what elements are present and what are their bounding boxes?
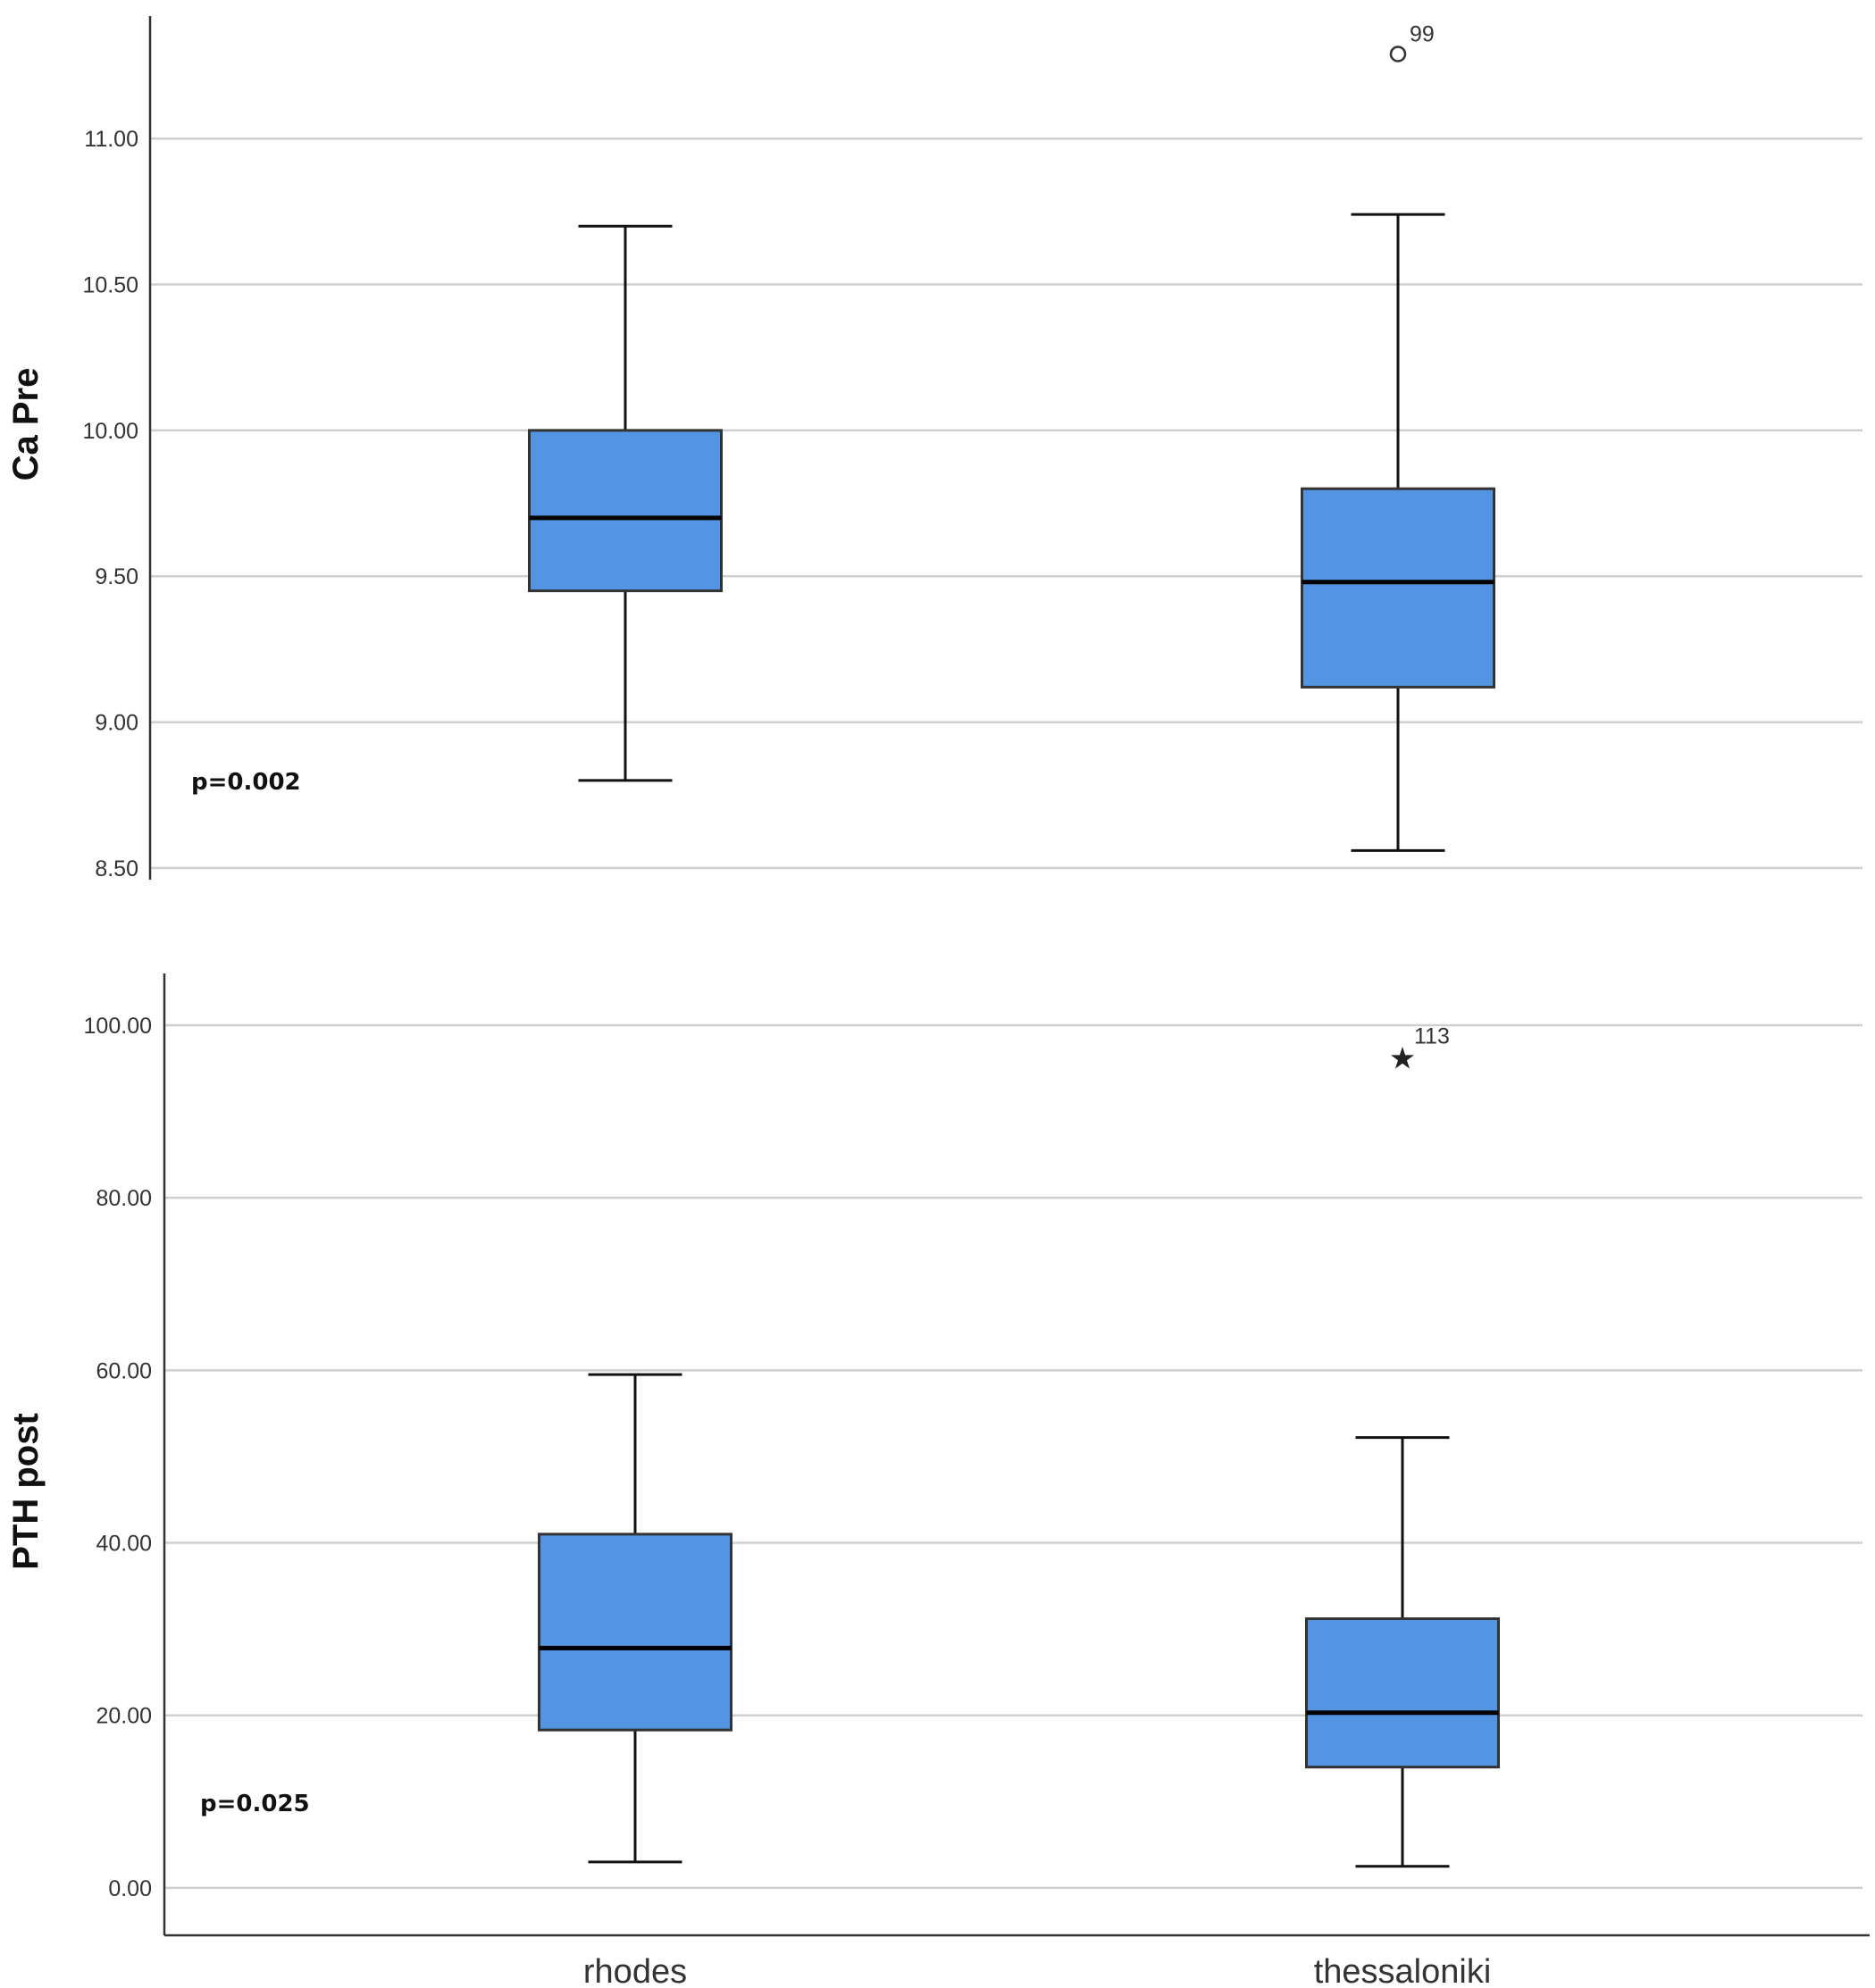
y-tick-label: 11.00 xyxy=(84,127,138,152)
iqr-box xyxy=(1301,487,1495,689)
y-tick-label: 8.50 xyxy=(95,856,138,881)
y-tick-label: 80.00 xyxy=(96,1186,152,1211)
y-tick-label: 10.00 xyxy=(82,419,138,444)
x-tick-label: rhodes xyxy=(583,1953,687,1988)
y-tick-label: 60.00 xyxy=(96,1358,152,1383)
outlier-circle-marker xyxy=(1389,46,1407,63)
y-tick-label: 9.00 xyxy=(95,711,138,736)
y-tick-label: 9.50 xyxy=(95,564,138,589)
p-value-annotation: p=0.025 xyxy=(200,1791,310,1817)
y-tick-label: 10.50 xyxy=(82,273,138,298)
outlier-label: 113 xyxy=(1414,1024,1450,1049)
y-axis-label: PTH post xyxy=(6,1413,46,1570)
iqr-box xyxy=(538,1533,732,1732)
p-value-annotation: p=0.002 xyxy=(191,769,301,796)
y-tick-label: 100.00 xyxy=(84,1014,152,1039)
iqr-box xyxy=(1305,1617,1500,1769)
x-tick-label: thessaloniki xyxy=(1314,1953,1492,1988)
outlier-label: 99 xyxy=(1410,21,1435,46)
outlier-star-marker: ★ xyxy=(1389,1041,1416,1077)
y-tick-label: 40.00 xyxy=(96,1532,152,1557)
y-tick-label: 0.00 xyxy=(108,1876,152,1901)
y-tick-label: 20.00 xyxy=(96,1704,152,1729)
iqr-box xyxy=(528,429,723,593)
y-axis-label: Ca Pre xyxy=(6,368,46,481)
